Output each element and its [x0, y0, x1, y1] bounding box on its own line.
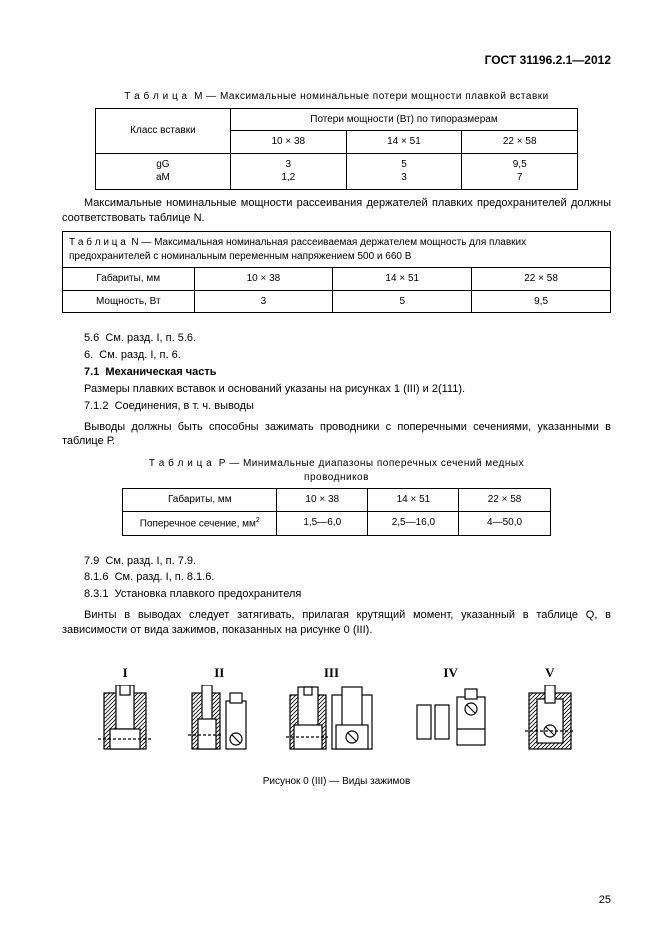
- text-block-1: 5.6 См. разд. I, п. 5.6. 6. См. разд. I,…: [62, 331, 611, 449]
- table-m-wrap: Т а б л и ц а М — Максимальные номинальн…: [95, 90, 578, 190]
- table-m-caption: Т а б л и ц а М — Максимальные номинальн…: [95, 90, 578, 104]
- clamp-label-1: I: [98, 664, 152, 682]
- clamp-icon-1: [98, 685, 152, 757]
- table-p: Габариты, мм 10 × 38 14 × 51 22 × 58 Поп…: [122, 488, 550, 535]
- clamp-3: III: [286, 664, 376, 758]
- line-7-1-2: 7.1.2 Соединения, в т. ч. выводы: [62, 399, 611, 414]
- table-n-rowh-1: Мощность, Вт: [63, 290, 195, 313]
- clamp-label-5: V: [525, 664, 575, 682]
- figure-caption: Рисунок 0 (III) — Виды зажимов: [62, 775, 611, 789]
- heading-7-1: 7.1 Механическая часть: [62, 365, 611, 380]
- clamp-icon-4: [413, 685, 489, 757]
- line-8-1-6: 8.1.6 См. разд. I, п. 8.1.6.: [62, 570, 611, 585]
- clamp-label-4: IV: [413, 664, 489, 682]
- table-p-rowh-0: Габариты, мм: [123, 489, 277, 512]
- table-n-caption: Т а б л и ц а N — Максимальная номинальн…: [62, 231, 611, 267]
- table-m-class-cell: gGaM: [95, 153, 230, 189]
- line-8-3-1: 8.3.1 Установка плавкого предохранителя: [62, 587, 611, 602]
- paragraph-1: Максимальные номинальные мощности рассеи…: [62, 196, 611, 226]
- table-p-rowh-1: Поперечное сечение, мм2: [123, 511, 277, 535]
- page-number: 25: [599, 893, 611, 908]
- line-7-1-2-text: Выводы должны быть способны зажимать про…: [62, 420, 611, 450]
- line-6: 6. См. разд. I, п. 6.: [62, 348, 611, 363]
- table-m: Класс вставки Потери мощности (Вт) по ти…: [95, 108, 578, 190]
- table-m-data-row: gGaM 31,2 53 9,57: [95, 153, 577, 189]
- document-page: ГОСТ 31196.2.1—2012 Т а б л и ц а М — Ма…: [0, 0, 661, 936]
- clamp-icon-2: [188, 685, 250, 757]
- clamp-icon-3: [286, 685, 376, 757]
- clamp-1: I: [98, 664, 152, 758]
- clamp-label-2: II: [188, 664, 250, 682]
- text-block-2: 7.9 См. разд. I, п. 7.9. 8.1.6 См. разд.…: [62, 554, 611, 638]
- table-n-rowh-0: Габариты, мм: [63, 268, 195, 291]
- clamp-2: II: [188, 664, 250, 758]
- table-p-caption: Т а б л и ц а Р — Минимальные диапазоны …: [122, 457, 550, 484]
- clamp-4: IV: [413, 664, 489, 758]
- line-8-3-1-text: Винты в выводах следует затягивать, прил…: [62, 608, 611, 638]
- table-m-col0-header: Класс вставки: [95, 108, 230, 153]
- table-m-group-header: Потери мощности (Вт) по типоразмерам: [230, 108, 577, 131]
- line-7-9: 7.9 См. разд. I, п. 7.9.: [62, 554, 611, 569]
- document-header: ГОСТ 31196.2.1—2012: [62, 52, 611, 68]
- table-n: Габариты, мм 10 × 38 14 × 51 22 × 58 Мощ…: [62, 267, 611, 313]
- table-m-size-0: 10 × 38: [230, 131, 346, 154]
- clamp-diagram-row: I II: [62, 664, 611, 758]
- table-m-size-2: 22 × 58: [462, 131, 578, 154]
- clamp-5: V: [525, 664, 575, 758]
- clamp-label-3: III: [286, 664, 376, 682]
- table-m-size-1: 14 × 51: [346, 131, 462, 154]
- table-n-wrap: Т а б л и ц а N — Максимальная номинальн…: [62, 231, 611, 313]
- line-5-6: 5.6 См. разд. I, п. 5.6.: [62, 331, 611, 346]
- line-7-1-text: Размеры плавких вставок и оснований указ…: [62, 382, 611, 397]
- clamp-icon-5: [525, 685, 575, 757]
- table-p-wrap: Т а б л и ц а Р — Минимальные диапазоны …: [122, 457, 550, 535]
